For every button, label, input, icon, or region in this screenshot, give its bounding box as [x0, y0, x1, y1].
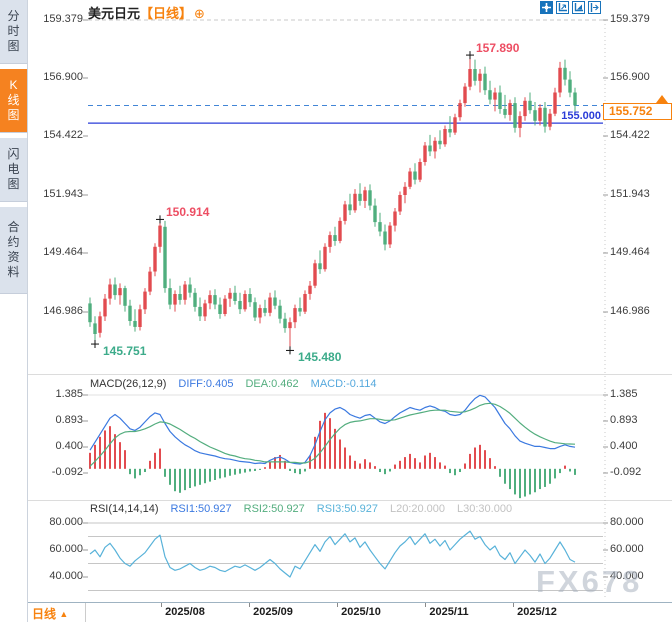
macd-header: MACD(26,12,9) DIFF:0.405 DEA:0.462 MACD:-0.… [90, 378, 388, 390]
axis-zoom-filled-icon[interactable] [572, 1, 585, 14]
y-axis-label: 151.943 [610, 188, 650, 200]
sidebar-item-3[interactable]: 合约资料 [0, 207, 27, 294]
y-axis-label: 80.000 [49, 516, 83, 528]
indicator-value: RSI1:50.927 [170, 503, 232, 515]
y-axis-label: 0.400 [55, 440, 83, 452]
sidebar-item-0[interactable]: 分时图 [0, 0, 27, 64]
y-axis-label: -0.092 [51, 466, 83, 478]
x-axis-tick [513, 603, 514, 607]
rsi-header: RSI(14,14,14) RSI1:50.927 RSI2:50.927 RSI3:… [90, 503, 524, 515]
x-axis-label: 2025/09 [253, 606, 293, 618]
period-tag: 【日线】 [140, 6, 193, 21]
indicator-value: DEA:0.462 [245, 378, 299, 390]
y-axis-label: 1.385 [55, 388, 83, 400]
indicator-value: RSI2:50.927 [243, 503, 305, 515]
y-axis-label: 154.422 [610, 129, 650, 141]
y-axis-label: 156.900 [610, 71, 650, 83]
indicator-value: DIFF:0.405 [178, 378, 234, 390]
y-axis-label: 60.000 [610, 543, 644, 555]
low-price-annotation: 145.751 [103, 344, 147, 359]
y-axis-label: 0.893 [610, 414, 638, 426]
horizontal-line-label: 155.000 [561, 110, 601, 123]
y-axis-label: 149.464 [43, 246, 83, 258]
y-axis-label: 1.385 [610, 388, 638, 400]
low-price-annotation: 145.480 [298, 350, 342, 365]
y-axis-label: 0.893 [55, 414, 83, 426]
y-axis-label: 40.000 [49, 570, 83, 582]
last-price-label: 155.752 [603, 103, 672, 120]
indicator-value: RSI3:50.927 [316, 503, 378, 515]
indicator-value: MACD:-0.114 [310, 378, 377, 390]
y-axis-label: 154.422 [43, 129, 83, 141]
x-axis-label: 2025/11 [429, 606, 469, 618]
x-axis-tick [337, 603, 338, 607]
high-price-annotation: 150.914 [166, 205, 210, 220]
x-axis-tick [425, 603, 426, 607]
y-axis-label: 40.000 [610, 570, 644, 582]
x-axis-tick [161, 603, 162, 607]
y-axis-label: 0.400 [610, 440, 638, 452]
symbol-name: 美元日元 [88, 6, 141, 21]
x-axis-label: 2025/10 [341, 606, 381, 618]
indicator-value: MACD(26,12,9) [90, 378, 167, 390]
crosshair-icon[interactable] [540, 1, 553, 14]
period-selector[interactable]: 日线 ▲ [32, 607, 69, 621]
chart-toolbar [540, 1, 601, 14]
y-axis-label: 80.000 [610, 516, 644, 528]
candlestick-series [88, 55, 577, 348]
y-axis-label: 149.464 [610, 246, 650, 258]
chevron-up-icon: ▲ [59, 609, 69, 619]
y-axis-label: 146.986 [43, 305, 83, 317]
x-axis-label: 2025/12 [517, 606, 557, 618]
y-axis-label: 151.943 [43, 188, 83, 200]
watermark: FX678 [536, 564, 643, 599]
axis-zoom-icon[interactable] [556, 1, 569, 14]
indicator-value: RSI(14,14,14) [90, 503, 159, 515]
y-axis-label: 159.379 [43, 13, 83, 25]
y-axis-label: 60.000 [49, 543, 83, 555]
indicator-value: L20:20.000 [389, 503, 446, 515]
pan-right-icon[interactable] [588, 1, 601, 14]
high-price-annotation: 157.890 [476, 41, 520, 56]
y-axis-label: 146.986 [610, 305, 650, 317]
x-axis-tick [249, 603, 250, 607]
scroll-to-latest-icon[interactable] [656, 95, 668, 103]
time-axis-bar: 日线 ▲ 2025/08 2025/09 2025/10 2025/11 2025/12 [28, 602, 672, 622]
y-axis-label: -0.092 [610, 466, 642, 478]
sidebar-item-2[interactable]: 闪电图 [0, 138, 27, 202]
x-axis-label: 2025/08 [165, 606, 205, 618]
divider [85, 603, 86, 622]
y-axis-label: 156.900 [43, 71, 83, 83]
indicator-value: L30:30.000 [457, 503, 513, 515]
y-axis-label: 159.379 [610, 13, 650, 25]
chart-title: 美元日元【日线】 ⊕ [88, 3, 205, 22]
add-indicator-icon[interactable]: ⊕ [194, 6, 205, 21]
